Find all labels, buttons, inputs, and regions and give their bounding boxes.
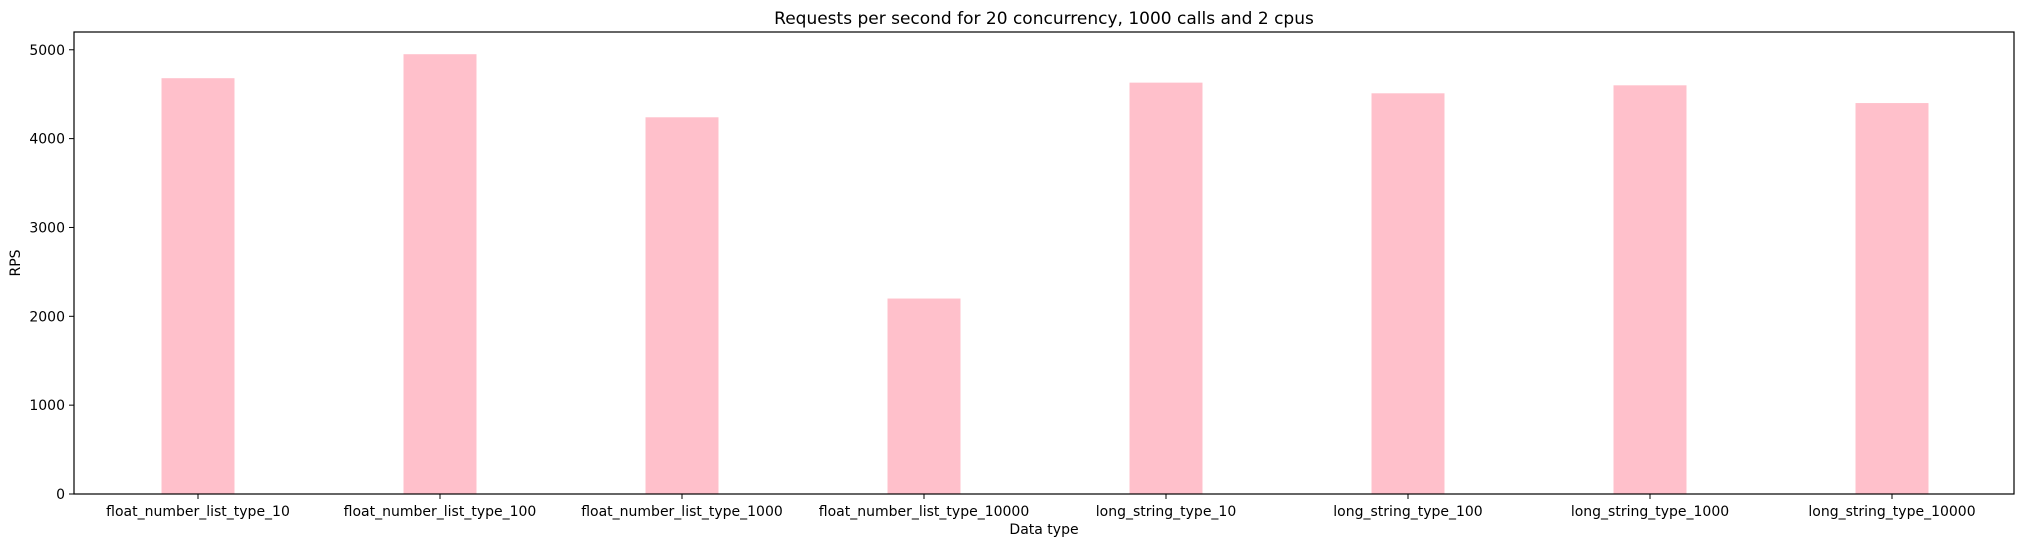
y-axis: 0 1000 2000 3000 4000 5000 — [29, 43, 74, 503]
plot-frame — [73, 31, 2015, 495]
bar-float_number_list_type_1000 — [645, 117, 719, 495]
x-tick-label: long_string_type_10 — [1096, 504, 1237, 520]
y-tick-label: 4000 — [29, 132, 65, 148]
y-tick-label: 5000 — [29, 43, 65, 59]
x-tick-label: long_string_type_100 — [1333, 504, 1482, 520]
bars-group — [161, 54, 1929, 495]
x-tick-label: long_string_type_1000 — [1571, 504, 1729, 520]
bar-float_number_list_type_10 — [161, 78, 235, 494]
y-tick-label: 2000 — [29, 309, 65, 325]
x-tick-label: long_string_type_10000 — [1808, 504, 1975, 520]
x-tick-label: float_number_list_type_10000 — [819, 504, 1029, 520]
bar-long_string_type_10000 — [1855, 103, 1929, 495]
x-tick-label: float_number_list_type_100 — [344, 504, 537, 520]
y-axis-label: RPS — [8, 249, 24, 276]
x-tick-label: float_number_list_type_10 — [106, 504, 290, 520]
x-axis-label: Data type — [1009, 522, 1078, 538]
x-axis: float_number_list_type_10 float_number_li… — [106, 494, 1976, 520]
bar-long_string_type_10 — [1129, 82, 1203, 495]
bar-long_string_type_1000 — [1613, 85, 1687, 495]
bar-long_string_type_100 — [1371, 93, 1445, 495]
bar-float_number_list_type_10000 — [887, 298, 961, 494]
x-tick-label: float_number_list_type_1000 — [581, 504, 783, 520]
bar-float_number_list_type_100 — [403, 54, 477, 494]
y-tick-label: 3000 — [29, 220, 65, 236]
y-tick-label: 0 — [56, 487, 65, 503]
chart-title: Requests per second for 20 concurrency, … — [774, 9, 1314, 29]
y-tick-label: 1000 — [29, 398, 65, 414]
